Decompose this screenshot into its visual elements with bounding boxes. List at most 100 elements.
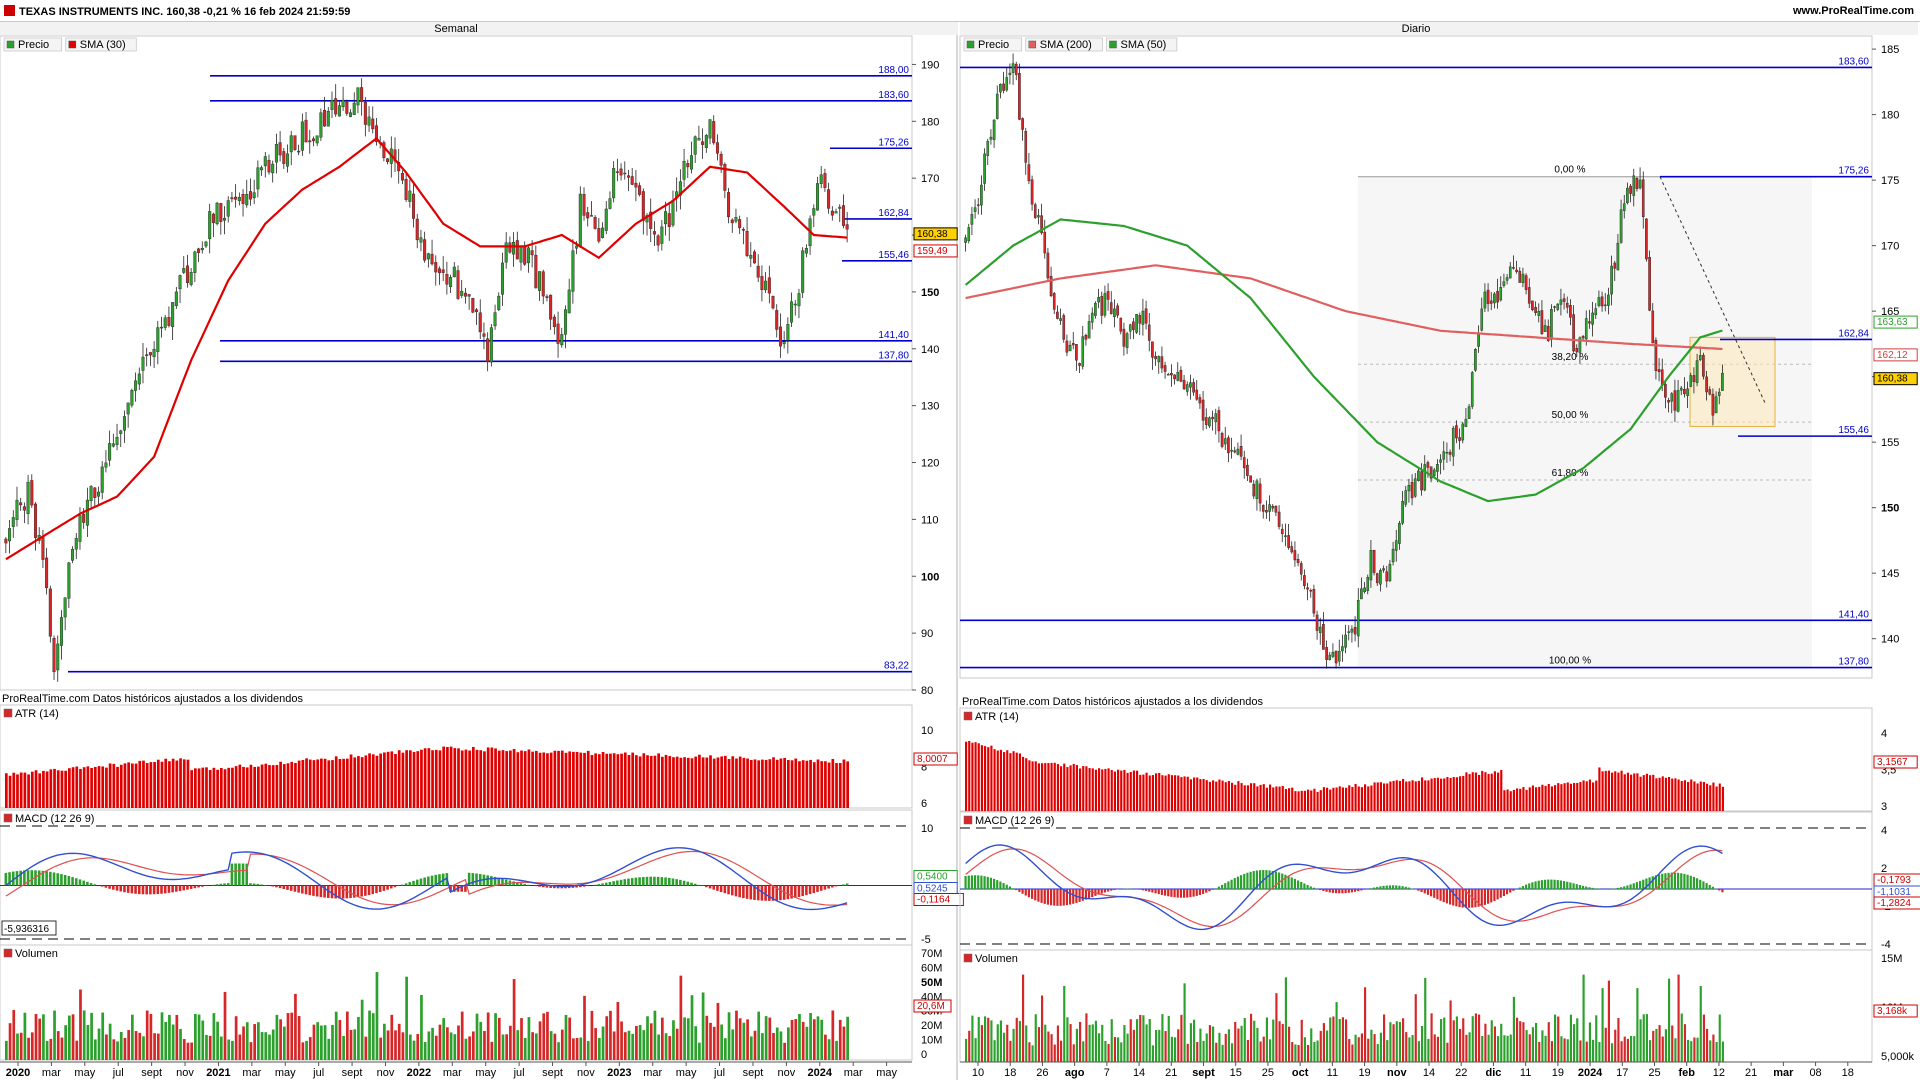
weekly-macd-hist-bar xyxy=(130,885,134,894)
daily-atr-bar xyxy=(1544,785,1547,811)
daily-volume-bar xyxy=(1322,1023,1325,1062)
weekly-volume-bar xyxy=(501,1034,505,1060)
daily-macd-hist-bar xyxy=(1306,884,1309,889)
daily-candle xyxy=(1109,302,1113,314)
daily-volume-bar xyxy=(980,1025,983,1062)
weekly-macd-hist-bar xyxy=(393,885,397,888)
weekly-macd-hist-bar xyxy=(771,885,775,901)
weekly-candle xyxy=(452,266,456,278)
daily-candle xyxy=(1702,355,1705,377)
weekly-macd-badge-1: 0,5400 xyxy=(917,872,948,883)
daily-volume-bar xyxy=(1436,1036,1439,1062)
daily-candle xyxy=(1201,399,1205,421)
daily-ytick-label: 170 xyxy=(1881,241,1899,253)
weekly-ytick-label: 120 xyxy=(921,458,939,470)
daily-atr-bar xyxy=(1041,763,1044,811)
weekly-macd-hist-bar xyxy=(656,876,660,886)
weekly-ytick-label: 140 xyxy=(921,344,939,356)
daily-macd-hist-bar xyxy=(1578,884,1582,889)
daily-candle xyxy=(1306,587,1309,590)
daily-macd-hist-bar xyxy=(1081,889,1084,901)
daily-legend-item[interactable] xyxy=(963,37,1023,52)
weekly-macd-hist-bar xyxy=(260,884,263,886)
daily-atr-bar xyxy=(990,745,993,811)
weekly-candle xyxy=(74,538,78,550)
weekly-volume-bar xyxy=(279,1019,282,1060)
weekly-atr-bar xyxy=(416,751,420,808)
weekly-legend-item[interactable] xyxy=(3,37,63,52)
weekly-macd-hist-bar xyxy=(712,885,716,890)
weekly-atr-bar xyxy=(735,758,738,808)
daily-volume-bar xyxy=(1604,1027,1607,1062)
daily-candle xyxy=(1046,252,1050,279)
weekly-atr-bar xyxy=(93,766,97,808)
daily-volume-bar xyxy=(1411,1035,1414,1062)
daily-atr-bar xyxy=(987,747,990,811)
weekly-candle xyxy=(52,638,56,673)
weekly-candle xyxy=(71,548,75,561)
daily-volume-bar xyxy=(1310,1028,1313,1062)
daily-macd-hist-bar xyxy=(1613,888,1616,889)
weekly-macd-hist-bar xyxy=(638,877,641,886)
weekly-atr-bar xyxy=(64,770,68,808)
daily-macd-hist-bar xyxy=(1049,889,1053,906)
daily-macd-hist-bar xyxy=(1448,889,1452,905)
daily-atr-bar xyxy=(1557,783,1560,811)
weekly-volume-bar xyxy=(8,1023,12,1060)
daily-volume-bar xyxy=(1506,1035,1509,1062)
daily-candle xyxy=(1521,273,1525,284)
daily-atr-bar xyxy=(1262,784,1265,811)
daily-macd-hist-bar xyxy=(1034,889,1037,901)
weekly-atr-bar xyxy=(23,772,27,808)
daily-macd-hist-bar xyxy=(996,880,999,889)
site-url[interactable]: www.ProRealTime.com xyxy=(1792,5,1914,17)
daily-candle xyxy=(1018,73,1021,120)
weekly-volume-bar xyxy=(179,1028,182,1060)
weekly-candle xyxy=(382,142,386,159)
weekly-candle xyxy=(667,213,671,227)
daily-candle xyxy=(1683,388,1686,395)
daily-candle xyxy=(1217,410,1221,432)
weekly-candle xyxy=(160,326,164,329)
daily-legend-item[interactable] xyxy=(1106,37,1178,52)
daily-volume-bar xyxy=(1471,1016,1474,1062)
weekly-volume-bar xyxy=(653,1010,657,1060)
weekly-macd-hist-bar xyxy=(278,885,282,889)
weekly-macd-hist-bar xyxy=(452,885,456,892)
weekly-volume-bar xyxy=(761,1033,764,1060)
daily-volume-bar xyxy=(1712,1034,1715,1062)
weekly-xtick-label: may xyxy=(74,1067,95,1079)
daily-sma50-badge-box xyxy=(1873,315,1918,329)
weekly-volume-bar xyxy=(30,1032,34,1060)
daily-candle xyxy=(1689,375,1693,387)
daily-last-price-badge-box xyxy=(1873,372,1918,386)
weekly-macd-hist-bar xyxy=(4,872,8,886)
daily-candle xyxy=(1467,406,1471,419)
weekly-candle xyxy=(108,443,112,461)
weekly-candle xyxy=(719,153,723,166)
weekly-ytick-label: 170 xyxy=(921,173,939,185)
daily-atr-bar xyxy=(1202,778,1205,811)
daily-candle xyxy=(1461,423,1465,441)
daily-macd-badge-2: -1,1031 xyxy=(1877,887,1911,898)
daily-legend-item[interactable] xyxy=(1025,37,1103,52)
daily-macd-hist-bar xyxy=(1214,888,1217,889)
weekly-candle xyxy=(93,487,97,498)
daily-xtick-label: 21 xyxy=(1165,1067,1177,1079)
daily-volume-bar xyxy=(1041,995,1044,1062)
weekly-atr-bar xyxy=(475,749,479,808)
daily-macd-hist-bar xyxy=(1141,889,1145,891)
daily-macd-hist-bar xyxy=(1350,889,1354,893)
weekly-macd-frame xyxy=(0,809,913,946)
daily-macd-hist-bar xyxy=(1309,886,1312,889)
daily-candle xyxy=(1679,387,1683,391)
weekly-legend-item[interactable] xyxy=(65,37,137,52)
weekly-macd-hist-bar xyxy=(653,876,656,886)
daily-macd-hist-bar xyxy=(1046,889,1050,905)
weekly-atr-bar xyxy=(824,761,827,808)
weekly-atr-bar xyxy=(586,750,590,808)
daily-candle xyxy=(1315,614,1319,631)
daily-macd-hist-bar xyxy=(1572,883,1575,889)
weekly-candle xyxy=(556,323,560,344)
